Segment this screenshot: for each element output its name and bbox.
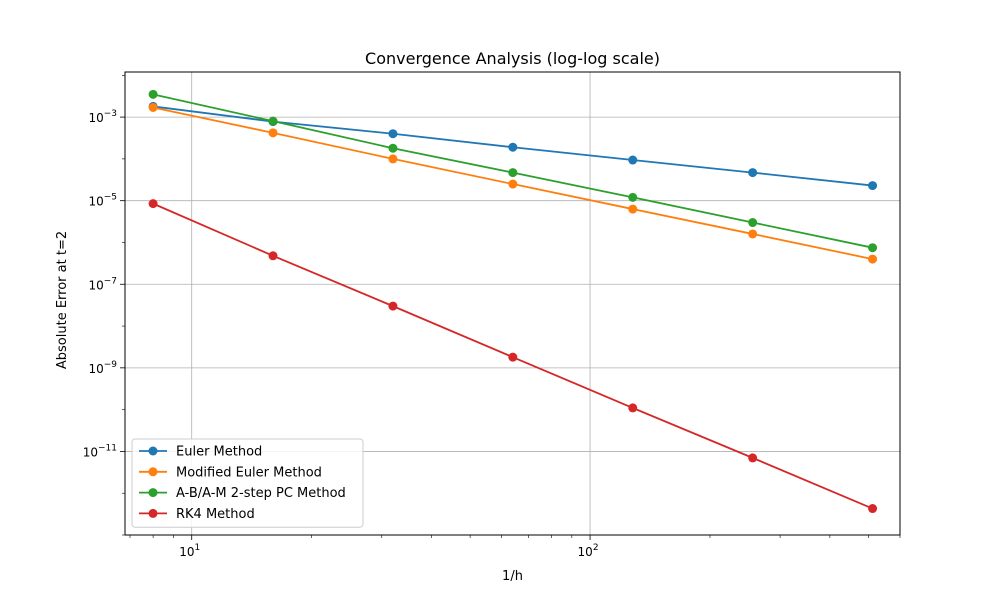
data-point (388, 143, 398, 153)
legend-marker (148, 488, 158, 498)
data-point (268, 128, 278, 138)
data-point (628, 192, 638, 202)
data-point (268, 251, 278, 261)
plot-area-frame (124, 71, 901, 536)
legend: Euler Method Modified Euler Method A-B/A-M… (131, 438, 364, 528)
data-point (868, 181, 878, 191)
y-tick-label: 10−7 (88, 276, 117, 292)
x-axis-label: 1/h (502, 569, 523, 584)
legend-label: A-B/A-M 2-step PC Method (176, 486, 346, 501)
data-point (628, 204, 638, 214)
data-point (388, 301, 398, 311)
x-tick-label: 101 (179, 543, 200, 559)
legend-item: Euler Method (139, 445, 262, 460)
legend-item: A-B/A-M 2-step PC Method (139, 486, 346, 501)
legend-box (131, 438, 364, 528)
x-tick-label: 102 (578, 543, 599, 559)
data-point (388, 154, 398, 164)
legend-item: RK4 Method (139, 507, 255, 522)
legend-label: Euler Method (176, 445, 262, 460)
data-point (268, 116, 278, 126)
data-point (148, 199, 158, 209)
data-point (748, 168, 758, 178)
y-tick-label: 10−9 (88, 360, 117, 376)
legend-label: RK4 Method (176, 507, 255, 522)
y-tick-label: 10−5 (88, 193, 117, 209)
data-point (148, 89, 158, 99)
data-point (748, 453, 758, 463)
y-tick-label: 10−11 (83, 443, 117, 459)
data-point (868, 504, 878, 514)
y-axis-label: Absolute Error at t=2 (55, 231, 70, 369)
plot-series (148, 89, 878, 514)
series-2 (148, 89, 878, 253)
chart-title: Convergence Analysis (log-log scale) (365, 49, 660, 68)
data-point (148, 102, 158, 112)
series-3 (148, 199, 878, 514)
legend-marker (148, 467, 158, 477)
data-point (748, 229, 758, 239)
legend-label: Modified Euler Method (176, 465, 322, 480)
data-point (748, 218, 758, 228)
series-1 (148, 102, 878, 264)
data-point (508, 179, 518, 189)
data-point (628, 403, 638, 413)
data-point (508, 352, 518, 362)
y-tick-label: 10−3 (88, 109, 117, 125)
data-point (388, 129, 398, 139)
legend-marker (148, 508, 158, 518)
data-point (508, 142, 518, 152)
legend-marker (148, 446, 158, 456)
data-point (508, 168, 518, 178)
data-point (868, 254, 878, 264)
data-point (628, 155, 638, 165)
data-point (868, 243, 878, 253)
axis-ticks: 101 102 10−3 10−5 10−7 10−9 10−11 (83, 75, 901, 559)
legend-item: Modified Euler Method (139, 465, 322, 480)
